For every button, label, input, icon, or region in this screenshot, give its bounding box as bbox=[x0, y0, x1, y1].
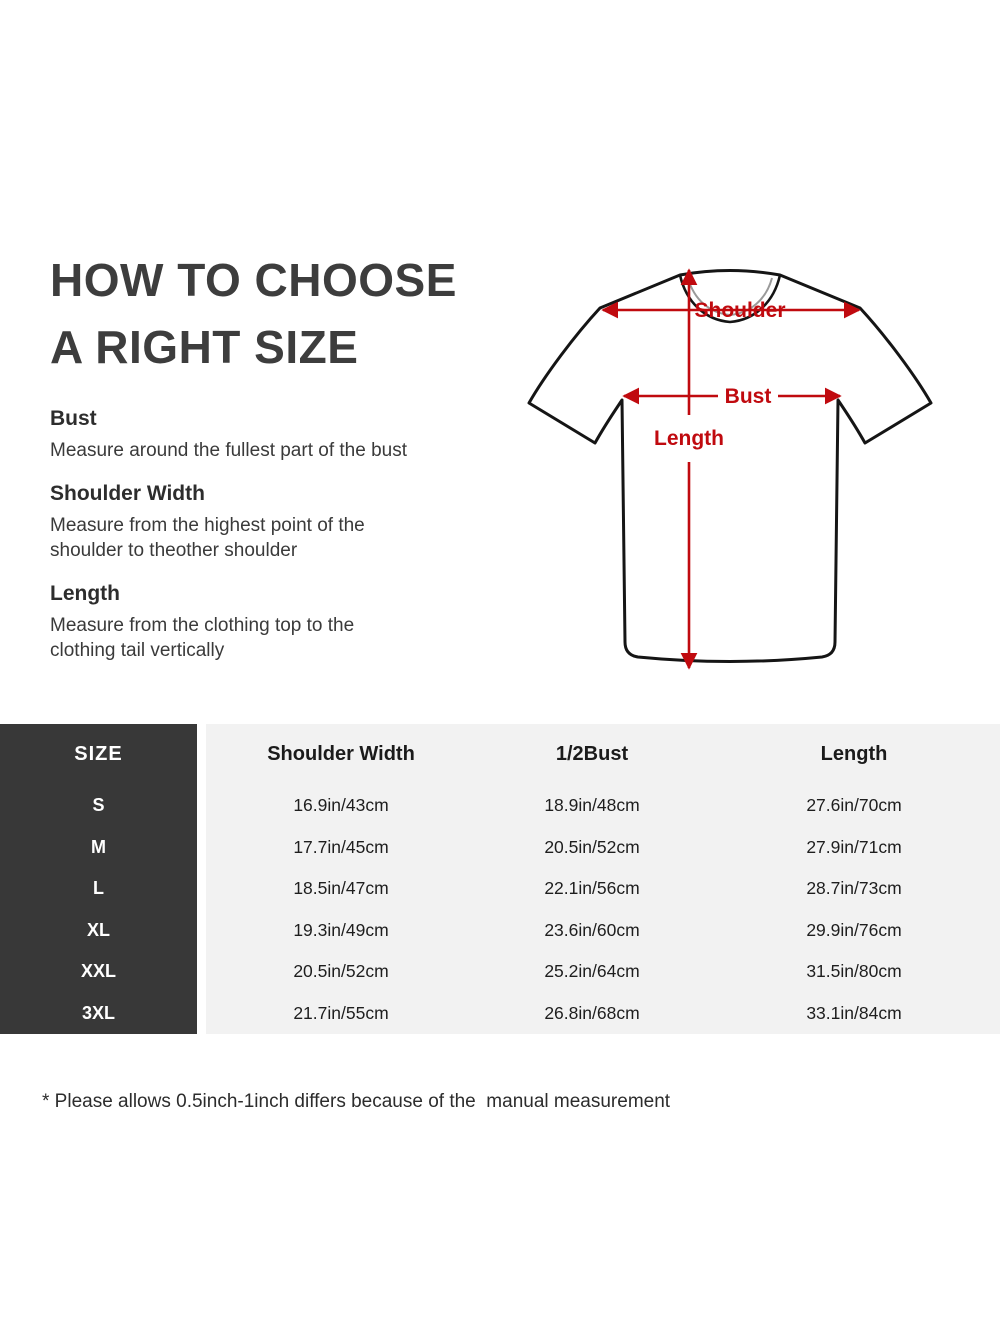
table-row: S 16.9in/43cm 18.9in/48cm 27.6in/70cm bbox=[0, 785, 1000, 827]
bust-cell: 25.2in/64cm bbox=[476, 951, 708, 993]
half-bust-column-header: 1/2Bust bbox=[476, 724, 708, 785]
shoulder-measure-label: Shoulder bbox=[694, 299, 785, 322]
shoulder-cell: 16.9in/43cm bbox=[206, 785, 476, 827]
column-divider bbox=[197, 785, 206, 827]
length-cell: 31.5in/80cm bbox=[708, 951, 1000, 993]
page-title-line1: HOW TO CHOOSE bbox=[50, 254, 457, 306]
shoulder-cell: 21.7in/55cm bbox=[206, 992, 476, 1034]
shoulder-cell: 20.5in/52cm bbox=[206, 951, 476, 993]
column-divider bbox=[197, 868, 206, 910]
page-title: HOW TO CHOOSE A RIGHT SIZE bbox=[50, 247, 457, 381]
length-cell: 29.9in/76cm bbox=[708, 909, 1000, 951]
bust-cell: 22.1in/56cm bbox=[476, 868, 708, 910]
bust-cell: 18.9in/48cm bbox=[476, 785, 708, 827]
instruction-bust-description: Measure around the fullest part of the b… bbox=[50, 440, 407, 461]
column-divider bbox=[197, 951, 206, 993]
table-row: L 18.5in/47cm 22.1in/56cm 28.7in/73cm bbox=[0, 868, 1000, 910]
instruction-shoulder-description: Measure from the highest point of the sh… bbox=[50, 515, 365, 561]
tshirt-diagram: Shoulder Bust Length bbox=[527, 268, 933, 670]
size-cell: XXL bbox=[0, 951, 197, 993]
table-row: 3XL 21.7in/55cm 26.8in/68cm 33.1in/84cm bbox=[0, 992, 1000, 1034]
length-cell: 27.6in/70cm bbox=[708, 785, 1000, 827]
table-row: XXL 20.5in/52cm 25.2in/64cm 31.5in/80cm bbox=[0, 951, 1000, 993]
table-row: M 17.7in/45cm 20.5in/52cm 27.9in/71cm bbox=[0, 826, 1000, 868]
measurement-instructions: Bust Measure around the fullest part of … bbox=[50, 407, 490, 682]
column-divider bbox=[197, 992, 206, 1034]
instruction-length: Length Measure from the clothing top to … bbox=[50, 582, 490, 663]
size-table-body: S 16.9in/43cm 18.9in/48cm 27.6in/70cm M … bbox=[0, 785, 1000, 1034]
instruction-shoulder-width: Shoulder Width Measure from the highest … bbox=[50, 482, 490, 563]
column-divider bbox=[197, 724, 206, 785]
column-divider bbox=[197, 826, 206, 868]
size-table-header-row: SIZE Shoulder Width 1/2Bust Length bbox=[0, 724, 1000, 785]
length-cell: 27.9in/71cm bbox=[708, 826, 1000, 868]
length-measure-label: Length bbox=[654, 427, 724, 450]
instruction-length-description: Measure from the clothing top to the clo… bbox=[50, 615, 355, 661]
size-cell: XL bbox=[0, 909, 197, 951]
instruction-shoulder-label: Shoulder Width bbox=[50, 482, 205, 505]
bust-cell: 23.6in/60cm bbox=[476, 909, 708, 951]
size-cell: M bbox=[0, 826, 197, 868]
shoulder-cell: 18.5in/47cm bbox=[206, 868, 476, 910]
size-column-header: SIZE bbox=[0, 724, 197, 785]
size-table: SIZE Shoulder Width 1/2Bust Length S 16.… bbox=[0, 724, 1000, 1034]
length-cell: 33.1in/84cm bbox=[708, 992, 1000, 1034]
page-title-line2: A RIGHT SIZE bbox=[50, 321, 359, 373]
size-cell: S bbox=[0, 785, 197, 827]
measurement-footnote: * Please allows 0.5inch-1inch differs be… bbox=[42, 1091, 671, 1112]
size-cell: 3XL bbox=[0, 992, 197, 1034]
instruction-length-label: Length bbox=[50, 582, 120, 605]
column-divider bbox=[197, 909, 206, 951]
bust-cell: 20.5in/52cm bbox=[476, 826, 708, 868]
shoulder-cell: 17.7in/45cm bbox=[206, 826, 476, 868]
instruction-bust-label: Bust bbox=[50, 407, 97, 430]
tshirt-outline-shape bbox=[527, 269, 933, 663]
bust-measure-label: Bust bbox=[725, 385, 772, 408]
length-column-header: Length bbox=[708, 724, 1000, 785]
instruction-bust: Bust Measure around the fullest part of … bbox=[50, 407, 490, 463]
bust-cell: 26.8in/68cm bbox=[476, 992, 708, 1034]
shoulder-width-column-header: Shoulder Width bbox=[206, 724, 476, 785]
shoulder-cell: 19.3in/49cm bbox=[206, 909, 476, 951]
size-cell: L bbox=[0, 868, 197, 910]
length-cell: 28.7in/73cm bbox=[708, 868, 1000, 910]
table-row: XL 19.3in/49cm 23.6in/60cm 29.9in/76cm bbox=[0, 909, 1000, 951]
